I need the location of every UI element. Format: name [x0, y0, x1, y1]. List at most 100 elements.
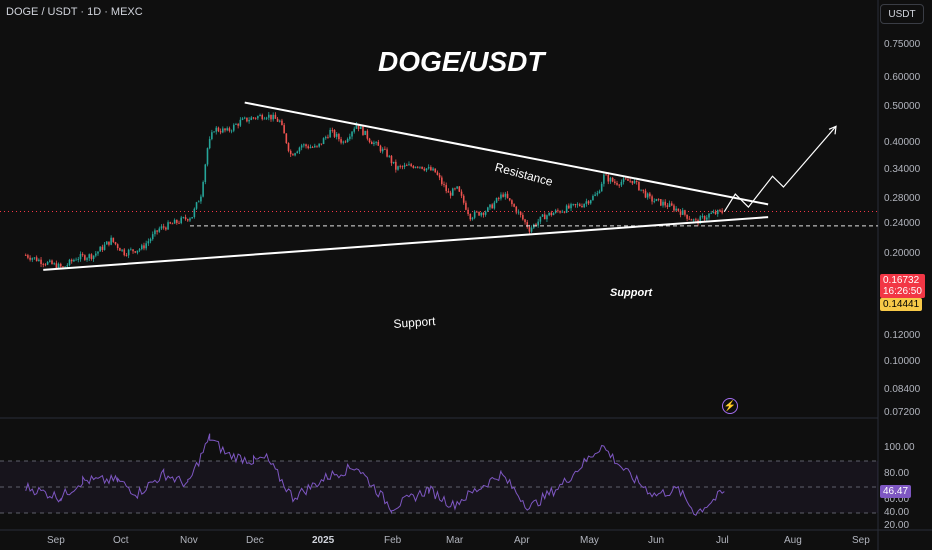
candle-body: [46, 261, 49, 265]
candle-body: [511, 200, 513, 205]
candle-body: [130, 249, 132, 251]
candle-body: [105, 241, 108, 245]
candle-body: [416, 166, 419, 168]
candle-body: [97, 251, 99, 254]
support-trendline: [43, 216, 769, 271]
price-label: 0.40000: [884, 137, 921, 148]
candle-body: [397, 166, 399, 170]
candle-body: [33, 257, 36, 259]
candle-body: [403, 165, 406, 167]
candle-body: [550, 212, 553, 216]
candle-body: [390, 155, 393, 164]
candle-body: [29, 257, 31, 260]
candle-body: [31, 258, 34, 260]
candle-body: [614, 181, 616, 184]
time-label: Oct: [113, 535, 129, 546]
candle-body: [379, 145, 382, 152]
candle-body: [594, 194, 596, 196]
candle-body: [609, 177, 612, 182]
candle-body: [692, 219, 695, 221]
candle-body: [127, 249, 130, 256]
candle-body: [42, 264, 45, 265]
candle-body: [44, 264, 47, 266]
candle-body: [557, 210, 559, 212]
candle-body: [568, 205, 570, 209]
candle-body: [596, 193, 599, 195]
candle-body: [327, 136, 329, 138]
candle-body: [158, 228, 161, 232]
candle-body: [35, 257, 38, 262]
candle-body: [53, 263, 55, 265]
candle-body: [92, 255, 95, 259]
candle-body: [289, 150, 292, 155]
candle-body: [180, 217, 183, 224]
candle-body: [456, 186, 458, 189]
candle-body: [419, 166, 421, 168]
candle-body: [539, 216, 542, 222]
candle-body: [517, 211, 520, 213]
candle-body: [77, 259, 80, 260]
candle-body: [384, 148, 386, 150]
candle-body: [156, 230, 158, 232]
candle-body: [281, 120, 283, 126]
candle-body: [454, 188, 456, 190]
candle-body: [270, 114, 272, 120]
candle-body: [552, 212, 555, 216]
price-label: 0.08400: [884, 384, 921, 395]
price-label: 0.28000: [884, 193, 921, 204]
candle-body: [638, 181, 640, 191]
candle-body: [136, 250, 139, 253]
time-label: Feb: [384, 535, 402, 546]
candle-body: [329, 129, 331, 138]
candle-body: [125, 255, 128, 256]
candle-body: [314, 145, 316, 148]
price-label: 0.24000: [884, 218, 921, 229]
candle-body: [414, 166, 417, 168]
candle-body: [95, 253, 97, 256]
time-label: Dec: [246, 535, 264, 546]
candle-body: [436, 172, 439, 175]
candle-body: [359, 126, 362, 130]
candle-body: [716, 210, 719, 215]
candle-body: [145, 243, 147, 249]
candle-body: [276, 118, 279, 122]
candle-body: [686, 214, 688, 219]
candle-body: [232, 124, 235, 131]
candle-body: [307, 146, 310, 149]
candle-body: [427, 167, 430, 169]
candle-body: [611, 177, 614, 182]
price-label: 0.20000: [884, 248, 921, 259]
candle-body: [565, 205, 568, 213]
candle-countdown: 16:26:50: [883, 286, 922, 297]
candle-body: [487, 207, 489, 212]
candle-body: [438, 174, 441, 178]
candle-body: [191, 217, 193, 219]
candle-body: [40, 259, 42, 265]
candle-body: [528, 227, 531, 232]
candle-body: [55, 263, 58, 269]
candle-body: [587, 201, 590, 204]
candle-body: [657, 198, 660, 200]
candle-body: [388, 155, 391, 157]
projection-path: [723, 125, 837, 212]
candle-body: [522, 214, 524, 220]
candle-body: [684, 210, 686, 215]
candle-body: [489, 204, 491, 208]
rsi-line: [25, 433, 725, 517]
candle-body: [173, 219, 176, 224]
candle-body: [699, 216, 702, 224]
candle-body: [75, 259, 77, 261]
candle-body: [353, 128, 356, 132]
candle-body: [222, 128, 224, 133]
lightning-icon[interactable]: ⚡: [722, 398, 738, 414]
candle-body: [662, 201, 664, 206]
candle-body: [530, 227, 533, 232]
candle-body: [200, 196, 202, 202]
price-label: 0.12000: [884, 330, 921, 341]
time-label: Aug: [784, 535, 802, 546]
candle-body: [261, 115, 264, 120]
support-label-lower: Support: [393, 314, 436, 331]
candle-body: [375, 141, 377, 143]
currency-button[interactable]: USDT: [880, 4, 924, 24]
